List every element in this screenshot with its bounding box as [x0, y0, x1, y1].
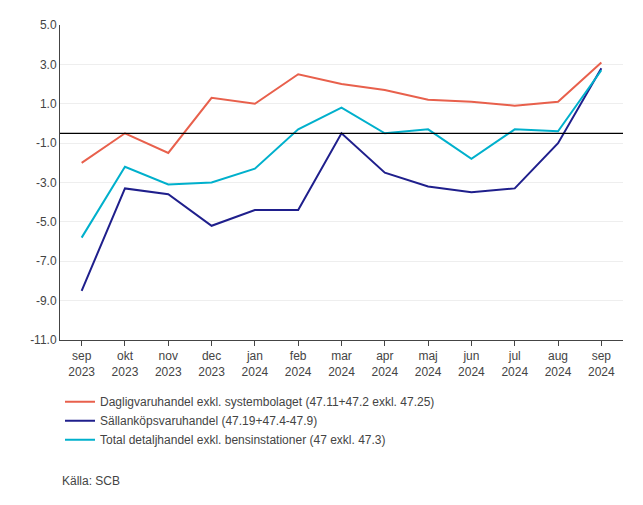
svg-text:Sällanköpsvaruhandel (47.19+47: Sällanköpsvaruhandel (47.19+47.4-47.9) — [100, 414, 317, 428]
svg-text:sep2024: sep2024 — [588, 349, 615, 379]
svg-text:Total detaljhandel exkl. bensi: Total detaljhandel exkl. bensinstationer… — [100, 433, 386, 447]
svg-text:jan2024: jan2024 — [242, 349, 269, 379]
svg-text:okt2023: okt2023 — [112, 349, 139, 379]
svg-text:-7.0: -7.0 — [36, 254, 57, 268]
svg-text:sep2023: sep2023 — [68, 349, 95, 379]
svg-text:1.0: 1.0 — [40, 97, 57, 111]
svg-text:jun2024: jun2024 — [458, 349, 485, 379]
svg-text:nov2023: nov2023 — [155, 349, 182, 379]
svg-text:-11.0: -11.0 — [30, 333, 57, 347]
svg-text:feb2024: feb2024 — [285, 349, 312, 379]
svg-text:apr2024: apr2024 — [371, 349, 398, 379]
svg-text:dec2023: dec2023 — [198, 349, 225, 379]
svg-text:-5.0: -5.0 — [36, 215, 57, 229]
svg-text:5.0: 5.0 — [40, 18, 57, 32]
svg-text:-3.0: -3.0 — [36, 176, 57, 190]
svg-text:-1.0: -1.0 — [36, 136, 57, 150]
svg-text:aug2024: aug2024 — [545, 349, 572, 379]
svg-text:-9.0: -9.0 — [36, 294, 57, 308]
svg-text:maj2024: maj2024 — [415, 349, 442, 379]
svg-text:mar2024: mar2024 — [328, 349, 355, 379]
svg-text:Källa: SCB: Källa: SCB — [62, 474, 120, 488]
svg-text:jul2024: jul2024 — [501, 349, 528, 379]
svg-text:Dagligvaruhandel exkl. systemb: Dagligvaruhandel exkl. systembolaget (47… — [100, 395, 434, 409]
svg-text:3.0: 3.0 — [40, 58, 57, 72]
